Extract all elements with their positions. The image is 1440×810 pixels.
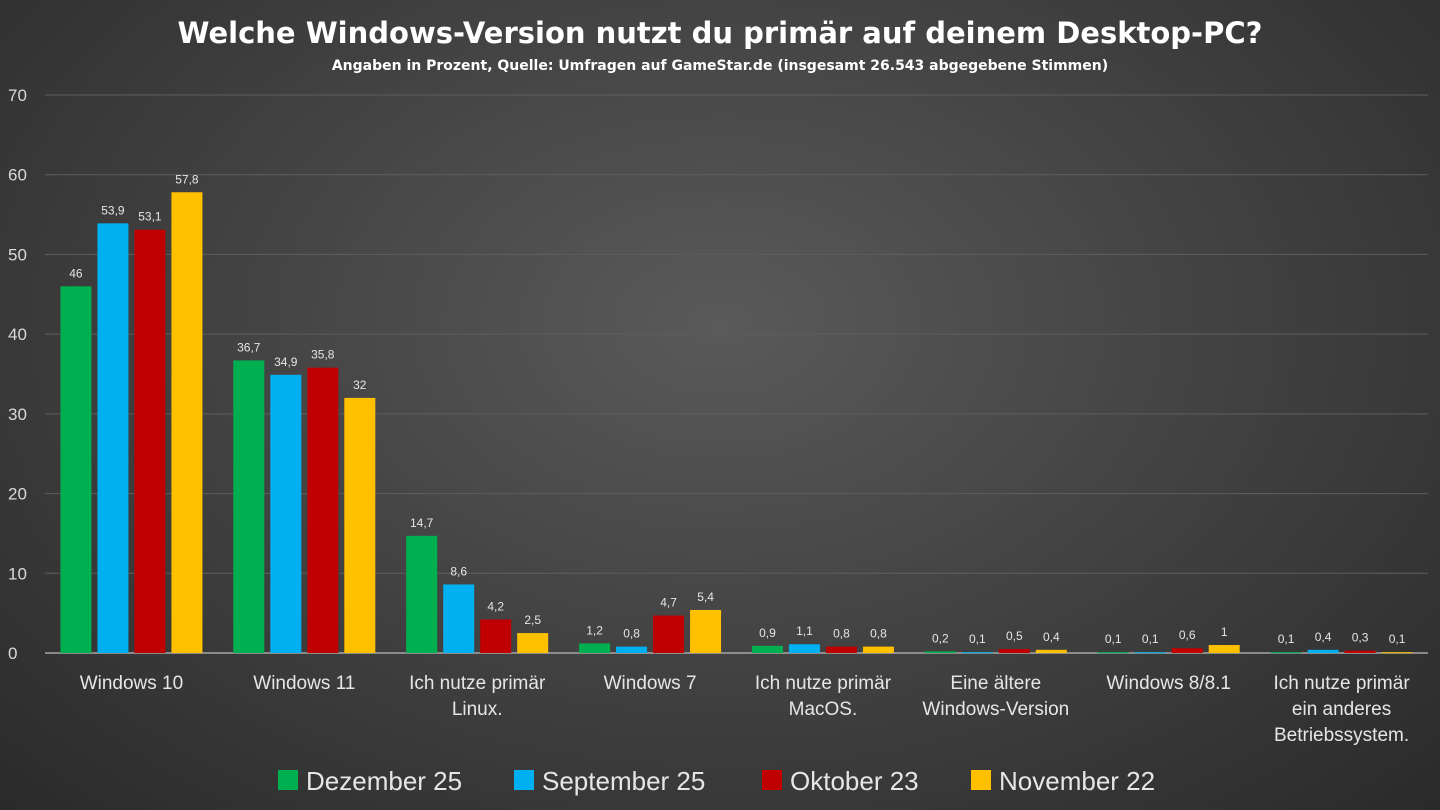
category-label: Windows 8/8.1	[1106, 673, 1231, 694]
data-label: 46	[69, 266, 83, 280]
data-label: 0,1	[1278, 632, 1295, 646]
data-label: 4,2	[487, 600, 504, 614]
data-label: 1,1	[796, 624, 813, 638]
data-label: 0,4	[1043, 630, 1060, 644]
chart-subtitle: Angaben in Prozent, Quelle: Umfragen auf…	[332, 58, 1108, 74]
bar	[1171, 648, 1203, 653]
bar	[307, 367, 339, 653]
legend-swatch	[971, 770, 991, 790]
bar	[924, 651, 956, 653]
legend-swatch	[278, 770, 298, 790]
y-tick-label: 0	[8, 644, 17, 663]
y-tick-label: 50	[8, 245, 27, 264]
category-label: Ich nutze primär MacOS.	[755, 673, 892, 720]
bar	[690, 609, 722, 653]
bar	[1097, 652, 1129, 654]
data-label: 35,8	[311, 348, 335, 362]
bar	[443, 584, 475, 653]
category-label: Windows 10	[80, 673, 184, 694]
bar	[1344, 650, 1376, 653]
y-tick-label: 40	[8, 325, 27, 344]
data-label: 57,8	[175, 172, 199, 186]
legend-label: November 22	[999, 766, 1155, 796]
bar	[1270, 652, 1302, 654]
chart-title: Welche Windows-Version nutzt du primär a…	[178, 16, 1263, 50]
data-label: 0,2	[932, 631, 949, 645]
bar	[1208, 645, 1240, 653]
bar	[233, 360, 265, 653]
data-label: 0,3	[1352, 631, 1369, 645]
data-label: 0,8	[833, 627, 850, 641]
data-label: 0,4	[1315, 630, 1332, 644]
bar	[270, 374, 302, 653]
legend-label: Oktober 23	[790, 766, 919, 796]
bar	[517, 633, 549, 653]
data-label: 1,2	[586, 623, 603, 637]
legend-label: Dezember 25	[306, 766, 462, 796]
data-label: 5,4	[697, 590, 714, 604]
data-label: 32	[353, 378, 367, 392]
data-label: 0,1	[1142, 632, 1159, 646]
data-label: 1	[1221, 625, 1228, 639]
data-label: 0,9	[759, 626, 776, 640]
data-label: 53,9	[101, 203, 125, 217]
data-label: 0,1	[1105, 632, 1122, 646]
data-label: 0,8	[870, 627, 887, 641]
data-label: 0,6	[1179, 628, 1196, 642]
category-label: Ich nutze primär ein anderes Betriebssyste…	[1273, 673, 1410, 746]
data-label: 0,1	[969, 632, 986, 646]
data-label: 0,8	[623, 627, 640, 641]
y-tick-label: 60	[8, 166, 27, 185]
bar	[60, 286, 92, 653]
y-tick-label: 70	[8, 86, 27, 105]
bar	[1381, 652, 1413, 654]
y-tick-label: 20	[8, 485, 27, 504]
bar	[1035, 649, 1067, 653]
bar	[134, 229, 166, 653]
y-tick-label: 10	[8, 564, 27, 583]
bar	[653, 615, 685, 653]
data-label: 0,5	[1006, 629, 1023, 643]
bar	[1307, 649, 1339, 653]
category-label: Eine ältere Windows-Version	[922, 673, 1069, 720]
bar	[751, 645, 783, 653]
bar	[862, 646, 894, 653]
legend-label: September 25	[542, 766, 705, 796]
bar	[406, 535, 438, 653]
category-label: Ich nutze primär Linux.	[409, 673, 546, 720]
data-label: 53,1	[138, 210, 162, 224]
bar	[1134, 652, 1166, 654]
data-label: 8,6	[450, 564, 467, 578]
data-label: 0,1	[1389, 632, 1406, 646]
bar	[788, 644, 820, 653]
bar	[480, 619, 512, 653]
bar	[97, 223, 129, 653]
data-label: 34,9	[274, 355, 298, 369]
bar	[171, 192, 203, 653]
category-label: Windows 7	[604, 673, 697, 694]
legend-swatch	[514, 770, 534, 790]
data-label: 4,7	[660, 596, 677, 610]
bar	[998, 649, 1030, 653]
data-label: 36,7	[237, 340, 261, 354]
data-label: 2,5	[524, 613, 541, 627]
y-tick-label: 30	[8, 405, 27, 424]
legend-swatch	[762, 770, 782, 790]
bar	[616, 646, 648, 653]
bar	[579, 643, 611, 653]
data-label: 14,7	[410, 516, 434, 530]
bar	[961, 652, 993, 654]
category-label: Windows 11	[253, 673, 355, 694]
bar	[344, 397, 376, 653]
bar	[825, 646, 857, 653]
